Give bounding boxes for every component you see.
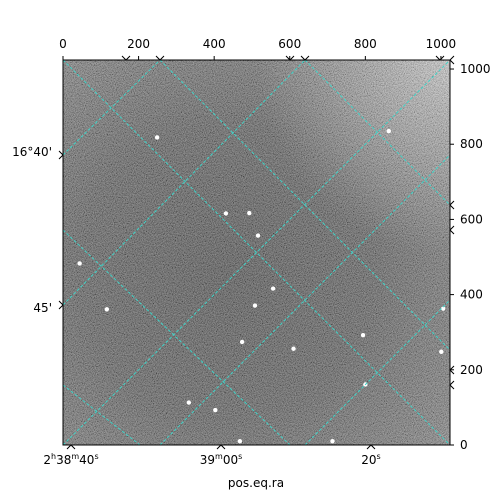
ra-tick-label: 39m00s — [200, 452, 243, 467]
grid-line — [63, 229, 291, 445]
star — [270, 286, 276, 291]
world-tick-mark — [216, 444, 226, 450]
plot-frame — [62, 59, 451, 446]
star — [237, 439, 243, 444]
world-tick-mark — [435, 55, 445, 61]
grid-line — [63, 384, 141, 445]
star — [439, 349, 444, 354]
coordinate-grid — [63, 60, 450, 445]
world-tick-mark — [58, 150, 64, 160]
star — [154, 135, 160, 140]
top-tick-label: 400 — [203, 37, 226, 51]
right-tick-label: 400 — [460, 288, 483, 302]
world-tick-mark — [449, 225, 455, 235]
top-axis-ticks: 0 200 400 600 800 1000 — [59, 37, 456, 60]
right-tick-label: 0 — [460, 438, 468, 452]
star — [213, 407, 218, 413]
star — [330, 439, 335, 444]
right-axis-ticks: 0 200 400 600 800 1000 — [450, 62, 491, 452]
star — [186, 400, 192, 405]
grid-line — [159, 154, 450, 445]
ra-tick-label: 2h38m40s — [43, 452, 98, 467]
grid-line — [304, 299, 450, 445]
star — [386, 128, 391, 134]
grid-line — [63, 60, 306, 306]
grid-line — [63, 60, 161, 156]
world-tick-mark — [66, 444, 76, 450]
world-axis-ticks: 2h38m40s 39m00s 20s 16°40' 45' — [12, 145, 381, 467]
world-tick-mark — [121, 55, 131, 61]
grid-line — [63, 60, 450, 445]
world-tick-mark — [366, 444, 376, 450]
top-tick-label: 600 — [278, 37, 301, 51]
world-tick-mark — [285, 55, 295, 61]
right-tick-label: 800 — [460, 137, 483, 151]
star — [360, 333, 366, 338]
right-tick-label: 600 — [460, 212, 483, 226]
world-tick-mark — [449, 55, 455, 65]
top-tick-label: 0 — [59, 37, 67, 51]
star — [239, 339, 245, 345]
star — [77, 261, 82, 266]
ra-tick-label: 20s — [361, 452, 380, 467]
star — [291, 346, 296, 351]
grid-line — [304, 60, 450, 206]
top-tick-label: 800 — [354, 37, 377, 51]
world-tick-mark — [449, 365, 455, 375]
star — [223, 211, 229, 216]
world-tick-mark — [300, 55, 310, 61]
world-tick-mark — [58, 300, 64, 310]
x-axis-label: pos.eq.ra — [228, 476, 284, 490]
dec-tick-label: 16°40' — [12, 145, 52, 159]
top-tick-label: 1000 — [426, 37, 457, 51]
right-tick-label: 200 — [460, 363, 483, 377]
sky-image — [63, 60, 450, 445]
star — [247, 210, 252, 216]
star — [255, 233, 261, 238]
star — [104, 307, 110, 312]
right-tick-label: 1000 — [460, 62, 491, 76]
dec-tick-label: 45' — [33, 301, 52, 315]
top-tick-label: 200 — [127, 37, 150, 51]
star — [440, 306, 446, 311]
grid-line — [159, 60, 450, 351]
star — [252, 303, 258, 308]
world-tick-mark — [449, 380, 455, 390]
world-tick-mark — [155, 55, 165, 61]
stars-layer — [77, 128, 446, 444]
world-tick-mark — [449, 200, 455, 210]
